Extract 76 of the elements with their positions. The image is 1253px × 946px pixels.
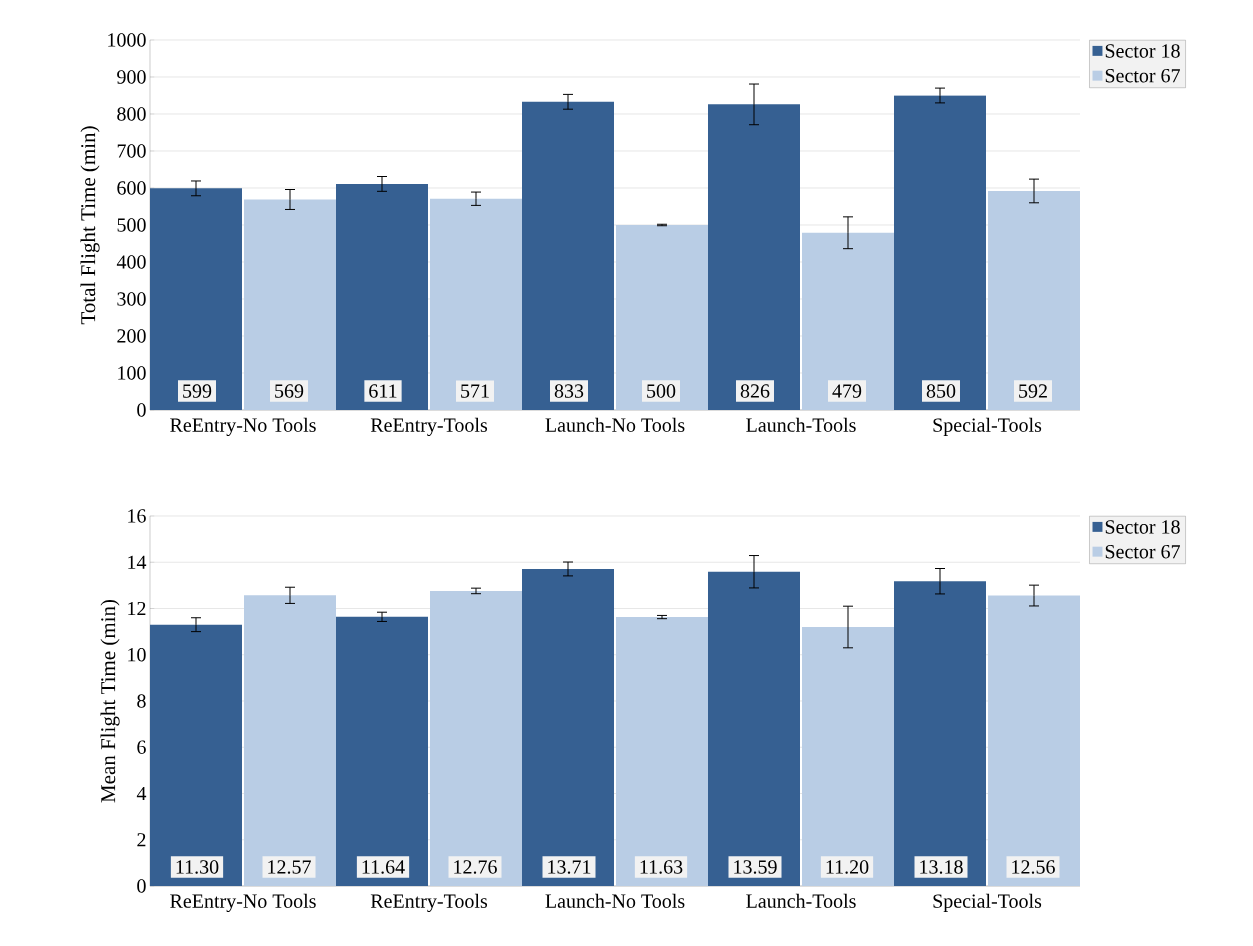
y-tick-label: 0 [137, 879, 146, 893]
bar [894, 581, 986, 886]
data-label: 11.64 [362, 860, 405, 874]
x-tick-label: ReEntry-No Tools [170, 417, 316, 436]
y-tick-label: 6 [137, 740, 146, 754]
bar [244, 595, 336, 886]
y-tick-label: 1000 [108, 33, 146, 47]
data-label: 479 [832, 384, 862, 398]
y-tick-label: 8 [137, 694, 146, 708]
y-tick-label: 700 [117, 144, 146, 158]
x-tick-label: Launch-Tools [746, 893, 856, 908]
data-label: 599 [183, 384, 212, 398]
y-tick-label: 800 [117, 107, 146, 121]
legend-label: Sector 18 [1105, 44, 1180, 58]
bar [616, 225, 708, 410]
bar [802, 232, 894, 410]
y-tick-label: 900 [117, 70, 146, 84]
x-tick-label: Special-Tools [933, 417, 1042, 436]
data-label: 569 [275, 384, 304, 398]
data-label: 13.71 [548, 860, 591, 874]
y-tick-label: 14 [128, 555, 147, 569]
y-axis-title: Mean Flight Time (min) [100, 599, 120, 803]
bar [430, 198, 522, 410]
y-tick-label: 600 [117, 181, 146, 195]
bar [708, 104, 800, 410]
data-label: 826 [740, 384, 770, 398]
y-tick-label: 0 [137, 403, 146, 417]
bar [708, 571, 800, 886]
data-label: 833 [554, 384, 584, 398]
y-tick-label: 500 [117, 218, 146, 232]
y-tick-label: 12 [128, 601, 146, 616]
x-tick-label: ReEntry-No Tools [170, 893, 316, 912]
data-label: 500 [647, 384, 676, 398]
y-tick-label: 4 [136, 786, 147, 801]
y-tick-label: 400 [116, 255, 146, 269]
bar [988, 595, 1080, 886]
bar [336, 616, 428, 886]
data-label: 611 [369, 384, 397, 398]
bar [894, 95, 986, 410]
bar [522, 568, 614, 886]
data-label: 13.59 [734, 860, 777, 874]
data-label: 12.76 [454, 860, 497, 874]
bar [244, 199, 336, 410]
bar [150, 188, 242, 410]
y-axis-title: Total Flight Time (min) [80, 126, 100, 325]
data-label: 571 [461, 384, 489, 398]
legend-label: Sector 67 [1105, 69, 1180, 83]
bar [150, 624, 242, 886]
x-tick-label: Launch-No Tools [545, 893, 685, 908]
data-label: 11.20 [826, 860, 869, 874]
y-tick-label: 200 [117, 329, 146, 343]
data-label: 13.18 [920, 860, 963, 874]
data-label: 12.57 [268, 860, 311, 874]
x-tick-label: ReEntry-Tools [370, 893, 488, 912]
y-tick-label: 2 [137, 833, 146, 847]
data-label: 850 [926, 384, 956, 398]
y-tick-label: 16 [128, 509, 146, 523]
bar [336, 183, 428, 410]
y-tick-label: 300 [117, 292, 146, 306]
bar [522, 101, 614, 410]
y-tick-label: 10 [128, 648, 146, 662]
data-label: 11.30 [176, 860, 219, 874]
y-tick-label: 100 [118, 366, 146, 380]
x-tick-label: ReEntry-Tools [370, 417, 488, 436]
data-label: 12.56 [1012, 860, 1055, 874]
data-label: 592 [1019, 384, 1047, 398]
x-tick-label: Launch-Tools [746, 417, 856, 432]
legend-label: Sector 67 [1105, 545, 1180, 559]
bar [616, 617, 708, 886]
bar [802, 627, 894, 886]
x-tick-label: Launch-No Tools [545, 417, 685, 432]
x-tick-label: Special-Tools [933, 893, 1042, 912]
bar [988, 190, 1080, 410]
data-label: 11.63 [640, 860, 683, 874]
legend-label: Sector 18 [1105, 520, 1180, 534]
bar [430, 590, 522, 886]
